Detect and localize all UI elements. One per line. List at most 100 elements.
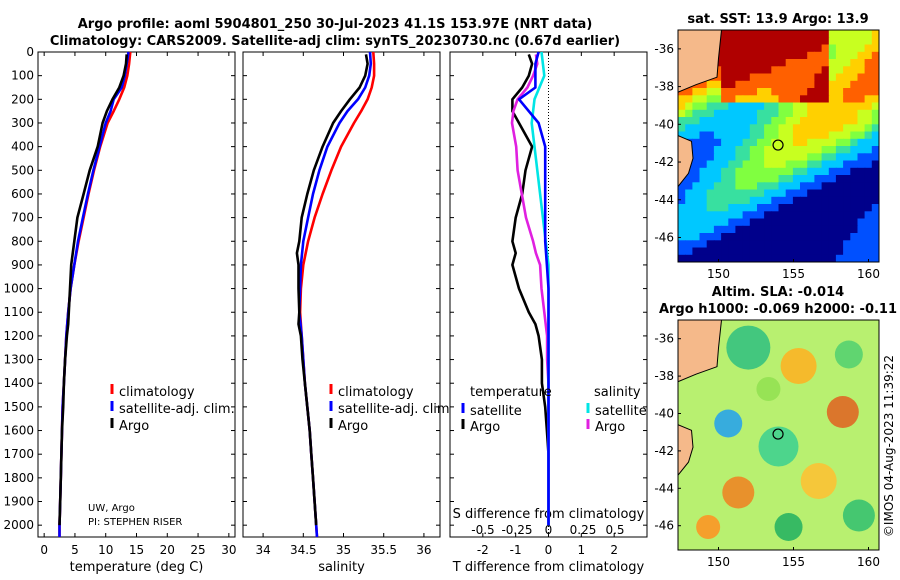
sst-cell — [749, 124, 758, 133]
legend-label-satellite: satellite-adj. clim. — [119, 402, 235, 417]
sst-cell — [850, 211, 859, 220]
sst-cell — [792, 59, 801, 67]
sst-cell — [792, 167, 801, 176]
sst-cell — [864, 211, 873, 220]
sst-cell — [678, 102, 686, 111]
sst-cell — [835, 117, 844, 125]
sst-cell — [807, 175, 815, 183]
sst-cell — [792, 124, 801, 133]
sst-cell — [828, 30, 837, 38]
sst-cell — [771, 124, 780, 133]
sst-cell — [871, 109, 879, 118]
sst-cell — [807, 51, 815, 60]
sst-cell — [800, 109, 808, 118]
sst-cell — [713, 88, 722, 96]
sst-cell — [706, 254, 715, 262]
sst-cell — [871, 80, 879, 89]
sst-cell — [771, 80, 780, 89]
legend-title-salinity: salinity — [594, 385, 641, 400]
sst-cell — [871, 196, 879, 205]
sst-cell — [850, 196, 859, 205]
sst-cell — [757, 51, 765, 60]
sst-cell — [728, 204, 737, 212]
sst-cell — [814, 73, 823, 82]
sst-cell — [692, 109, 701, 118]
sst-cell — [764, 88, 772, 96]
diff-legend-label-argo: Argo — [595, 420, 625, 435]
sst-cell — [713, 225, 722, 234]
sst-cell — [843, 160, 851, 169]
sst-cell — [728, 196, 737, 205]
sst-cell — [828, 37, 837, 46]
sst-cell — [835, 167, 844, 176]
x-tick-label: 34.5 — [290, 543, 317, 557]
sst-cell — [821, 66, 830, 75]
sst-cell — [843, 146, 851, 154]
sst-cell — [713, 80, 722, 89]
sst-cell — [864, 102, 873, 111]
sst-cell — [871, 146, 879, 154]
sst-cell — [828, 59, 837, 67]
sst-cell — [706, 204, 715, 212]
sst-cell — [800, 240, 808, 249]
sst-cell — [821, 218, 830, 227]
sst-cell — [857, 30, 866, 38]
sst-cell — [735, 189, 744, 198]
sst-cell — [771, 131, 780, 140]
sst-cell — [764, 189, 772, 198]
sst-cell — [821, 37, 830, 46]
x-tick-label: 15 — [129, 543, 144, 557]
sst-cell — [807, 167, 815, 176]
sst-cell — [778, 80, 787, 89]
sst-cell — [721, 160, 729, 169]
sst-cell — [814, 167, 823, 176]
sst-cell — [764, 204, 772, 212]
sst-cell — [778, 225, 787, 234]
sst-cell — [713, 196, 722, 205]
sst-cell — [857, 88, 866, 96]
sst-cell — [828, 211, 837, 220]
sst-cell — [843, 182, 851, 191]
sst-cell — [814, 44, 823, 53]
sst-cell — [721, 233, 729, 241]
sst-cell — [735, 138, 744, 147]
sst-cell — [728, 182, 737, 191]
sst-cell — [792, 211, 801, 220]
sst-cell — [821, 109, 830, 118]
sst-cell — [785, 30, 794, 38]
sst-cell — [785, 59, 794, 67]
sst-cell — [835, 225, 844, 234]
sst-cell — [785, 73, 794, 82]
imos-stamp: ©IMOS 04-Aug-2023 11:39:22 — [882, 355, 896, 537]
sst-cell — [721, 211, 729, 220]
sst-cell — [843, 88, 851, 96]
sst-cell — [713, 95, 722, 104]
sst-cell — [685, 254, 693, 262]
legend-label-argo: Argo — [119, 419, 149, 434]
sst-cell — [785, 131, 794, 140]
sst-cell — [871, 153, 879, 162]
sst-cell — [749, 30, 758, 38]
sst-cell — [685, 247, 693, 256]
y-tick-label: 1500 — [3, 400, 34, 414]
sst-cell — [792, 146, 801, 154]
sst-cell — [864, 44, 873, 53]
sst-cell — [807, 131, 815, 140]
sst-cell — [814, 146, 823, 154]
sst-cell — [764, 182, 772, 191]
sst-cell — [742, 182, 751, 191]
sst-cell — [814, 102, 823, 111]
sst-cell — [814, 218, 823, 227]
sst-cell — [713, 189, 722, 198]
sst-cell — [735, 95, 744, 104]
sst-cell — [764, 37, 772, 46]
sst-cell — [764, 153, 772, 162]
sst-cell — [749, 59, 758, 67]
x-axis-label: salinity — [318, 560, 365, 575]
sst-cell — [742, 225, 751, 234]
sst-cell — [685, 225, 693, 234]
sst-cell — [742, 189, 751, 198]
sst-cell — [721, 80, 729, 89]
sst-cell — [850, 44, 859, 53]
sst-cell — [778, 51, 787, 60]
